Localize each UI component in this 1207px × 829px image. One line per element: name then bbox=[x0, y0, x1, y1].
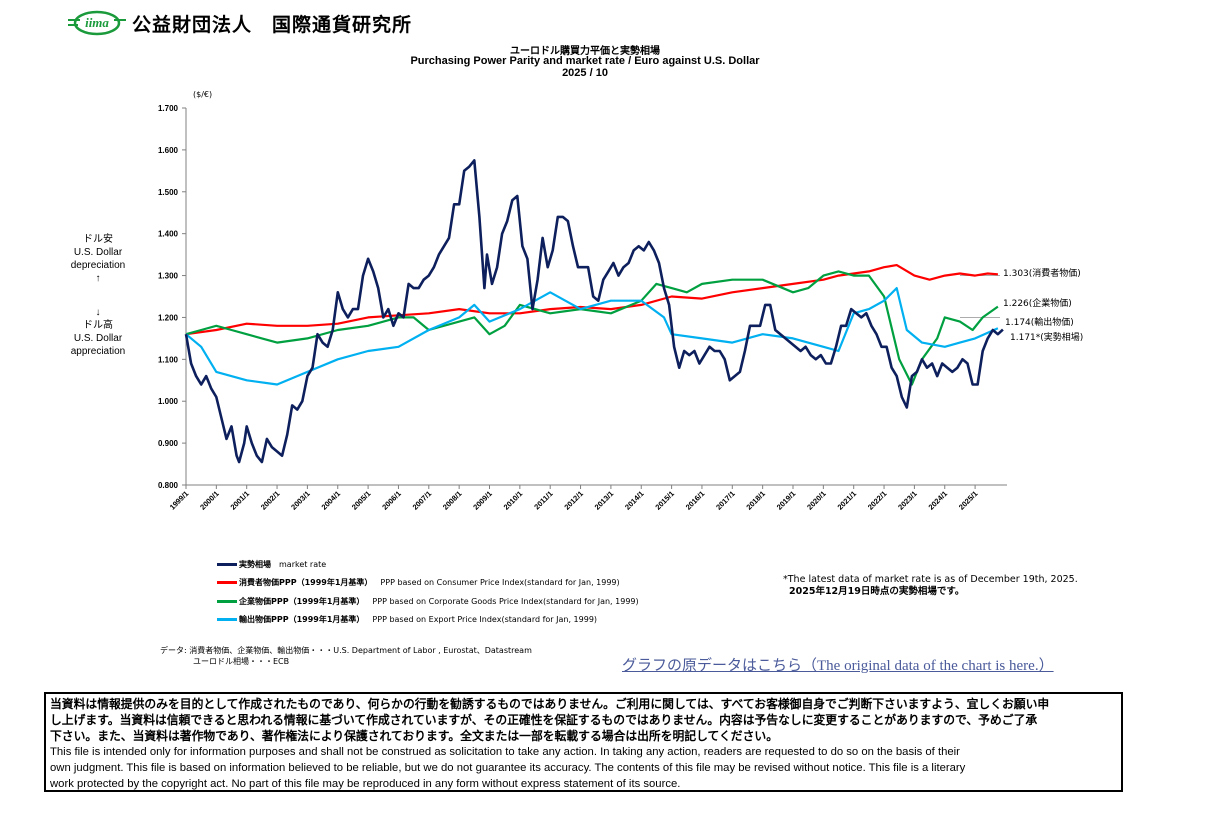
chart-title-jp: ユーロドル購買力平価と実勢相場 bbox=[510, 46, 660, 57]
svg-text:iima: iima bbox=[85, 15, 109, 30]
y-tick-label: 1.400 bbox=[158, 230, 179, 239]
y-tick-label: 1.100 bbox=[158, 355, 179, 364]
legend-label-en: market rate bbox=[279, 560, 327, 569]
legend-label-en: PPP based on Corporate Goods Price Index… bbox=[372, 597, 639, 606]
x-tick-label: 2021/1 bbox=[836, 489, 859, 512]
label-line: depreciation bbox=[70, 260, 126, 271]
disclaimer-line: This file is intended only for informati… bbox=[50, 746, 960, 758]
y-tick-label: 1.200 bbox=[158, 313, 179, 322]
series-end-label: 1.303(消費者物価) bbox=[1003, 267, 1081, 279]
x-tick-label: 2002/1 bbox=[259, 489, 282, 512]
legend-export-ppp: 輸出物価PPP（1999年1月基準） PPP based on Export P… bbox=[217, 614, 597, 625]
label-line: ドル安 bbox=[83, 234, 113, 245]
legend-label-en: PPP based on Export Price Index(standard… bbox=[372, 615, 598, 624]
series-end-label: 1.171*(実勢相場) bbox=[1010, 331, 1083, 343]
x-tick-label: 2005/1 bbox=[350, 489, 373, 512]
arrow-down-icon: ↓ bbox=[95, 307, 101, 318]
x-tick-label: 2017/1 bbox=[714, 489, 737, 512]
legend-cpi-ppp: 消費者物価PPP（1999年1月基準） PPP based on Consume… bbox=[217, 577, 620, 588]
x-tick-label: 2019/1 bbox=[775, 489, 798, 512]
series-line-1 bbox=[185, 264, 998, 336]
x-tick-label: 2024/1 bbox=[927, 489, 950, 512]
iima-logo: iima bbox=[68, 10, 126, 36]
y-tick-label: 0.900 bbox=[158, 439, 179, 448]
series-end-label: 1.174(輸出物価) bbox=[1005, 316, 1074, 328]
x-tick-label: 2022/1 bbox=[866, 489, 889, 512]
legend-label-jp: 実勢相場 bbox=[239, 560, 271, 569]
legend-market-rate: 実勢相場 market rate bbox=[217, 559, 326, 570]
label-line: appreciation bbox=[70, 346, 126, 357]
x-tick-label: 2009/1 bbox=[471, 489, 494, 512]
source-line: データ: 消費者物価、企業物価、輸出物価・・・U.S. Department o… bbox=[160, 646, 532, 655]
y-tick-label: 1.300 bbox=[158, 272, 179, 281]
chart-date: 2025 / 10 bbox=[562, 67, 608, 79]
ppp-chart: ($/€) 0.800 0.900 1.000 1.100 1.200 1.300 1.400… bbox=[158, 90, 1083, 512]
original-data-link[interactable]: グラフの原データはこちら（The original data of the ch… bbox=[622, 658, 1054, 674]
arrow-up-icon: ↑ bbox=[95, 273, 101, 284]
organization-name: 公益財団法人 国際通貨研究所 bbox=[132, 14, 413, 36]
legend-cgpi-ppp: 企業物価PPP（1999年1月基準） PPP based on Corporat… bbox=[217, 596, 639, 607]
y-tick-label: 1.600 bbox=[158, 146, 179, 155]
x-tick-label: 2025/1 bbox=[957, 489, 980, 512]
note-en: *The latest data of market rate is as of… bbox=[783, 574, 1078, 585]
data-sources: データ: 消費者物価、企業物価、輸出物価・・・U.S. Department o… bbox=[160, 645, 532, 667]
x-tick-label: 1999/1 bbox=[168, 489, 191, 512]
legend-label-jp: 企業物価PPP（1999年1月基準） bbox=[239, 597, 365, 606]
source-line: ユーロドル相場・・・ECB bbox=[193, 657, 290, 666]
x-tick-label: 2012/1 bbox=[562, 489, 585, 512]
legend-label-en: PPP based on Consumer Price Index(standa… bbox=[380, 578, 620, 587]
dollar-appreciation-label: ↓ ドル高 U.S. Dollar appreciation bbox=[58, 306, 138, 358]
disclaimer-line: own judgment. This file is based on info… bbox=[50, 762, 966, 774]
legend-swatch bbox=[217, 618, 237, 621]
disclaimer-line: 当資料は情報提供のみを目的として作成されたものであり、何らかの行動を勧誘するもの… bbox=[50, 697, 1050, 711]
y-axis-label: ($/€) bbox=[193, 90, 212, 99]
series-end-label: 1.226(企業物価) bbox=[1003, 297, 1072, 309]
label-line: U.S. Dollar bbox=[73, 247, 123, 258]
y-tick-label: 1.000 bbox=[158, 397, 179, 406]
x-tick-label: 2003/1 bbox=[289, 489, 312, 512]
disclaimer-line: し上げます。当資料は信頼できると思われる情報に基づいて作成されていますが、その正… bbox=[50, 713, 1038, 727]
label-line: ドル高 bbox=[83, 320, 113, 331]
note-jp: 2025年12月19日時点の実勢相場です。 bbox=[789, 586, 965, 597]
x-tick-label: 2014/1 bbox=[623, 489, 646, 512]
x-tick-label: 2013/1 bbox=[593, 489, 616, 512]
y-tick-label: 0.800 bbox=[158, 481, 179, 490]
x-tick-label: 2018/1 bbox=[744, 489, 767, 512]
y-tick-label: 1.500 bbox=[158, 188, 179, 197]
legend-swatch bbox=[217, 563, 237, 566]
x-tick-label: 2020/1 bbox=[805, 489, 828, 512]
label-line: U.S. Dollar bbox=[73, 333, 123, 344]
disclaimer-line: work protected by the copyright act. No … bbox=[50, 778, 681, 790]
x-tick-label: 2001/1 bbox=[229, 489, 252, 512]
x-tick-label: 2006/1 bbox=[380, 489, 403, 512]
series-line-0 bbox=[184, 159, 1004, 464]
disclaimer-box: 当資料は情報提供のみを目的として作成されたものであり、何らかの行動を勧誘するもの… bbox=[44, 692, 1123, 792]
x-tick-label: 2000/1 bbox=[198, 489, 221, 512]
legend-swatch bbox=[217, 600, 237, 603]
x-tick-label: 2015/1 bbox=[653, 489, 676, 512]
x-tick-label: 2007/1 bbox=[411, 489, 434, 512]
x-tick-label: 2011/1 bbox=[532, 489, 554, 511]
series-line-3 bbox=[185, 287, 999, 386]
x-tick-label: 2004/1 bbox=[320, 489, 343, 512]
chart-title-en: Purchasing Power Parity and market rate … bbox=[410, 55, 760, 67]
x-tick-label: 2008/1 bbox=[441, 489, 464, 512]
legend-swatch bbox=[217, 581, 237, 584]
x-tick-label: 2010/1 bbox=[502, 489, 525, 512]
legend-label-jp: 消費者物価PPP（1999年1月基準） bbox=[239, 578, 373, 587]
x-tick-label: 2023/1 bbox=[896, 489, 919, 512]
x-tick-label: 2016/1 bbox=[684, 489, 707, 512]
disclaimer-line: 下さい。また、当資料は著作物であり、著作権法により保護されております。全文または… bbox=[50, 729, 778, 743]
latest-data-note: *The latest data of market rate is as of… bbox=[783, 574, 1078, 598]
dollar-depreciation-label: ドル安 U.S. Dollar depreciation ↑ bbox=[58, 233, 138, 285]
y-tick-label: 1.700 bbox=[158, 104, 179, 113]
legend-label-jp: 輸出物価PPP（1999年1月基準） bbox=[239, 615, 365, 624]
